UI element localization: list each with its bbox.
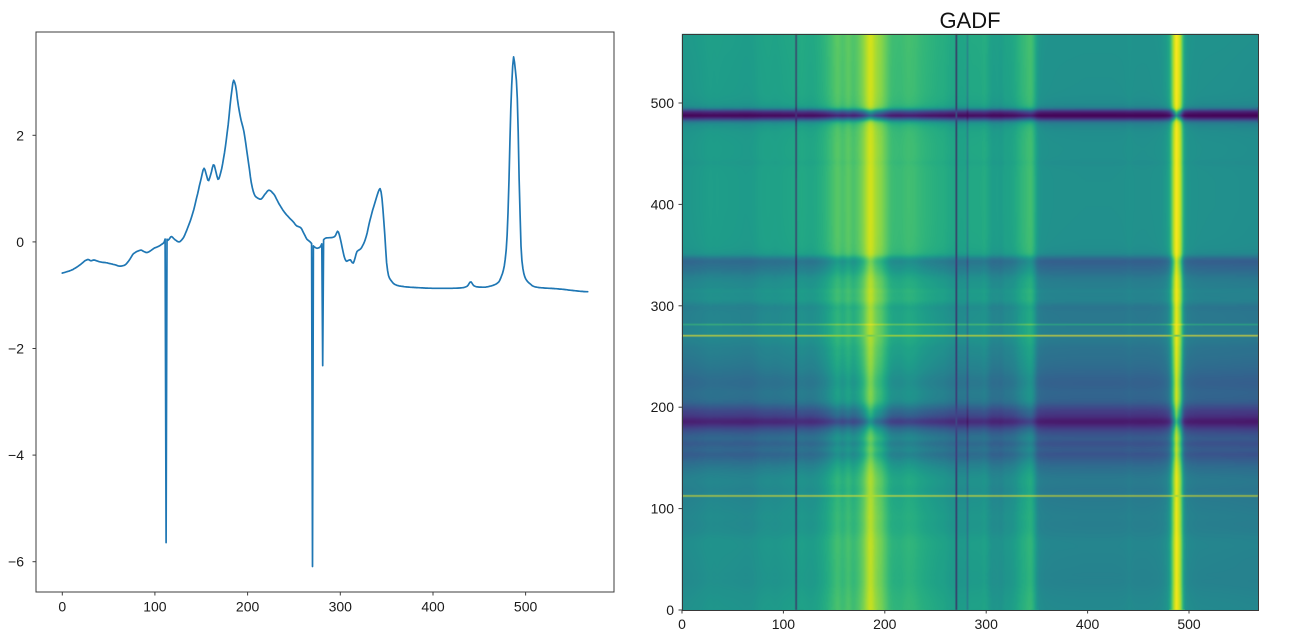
svg-text:−4: −4 [8, 447, 24, 463]
svg-text:0: 0 [678, 616, 686, 632]
svg-text:500: 500 [514, 599, 538, 615]
svg-text:400: 400 [421, 599, 445, 615]
svg-text:100: 100 [772, 616, 796, 632]
svg-text:500: 500 [651, 95, 675, 111]
svg-text:200: 200 [651, 399, 675, 415]
svg-text:400: 400 [1076, 616, 1100, 632]
svg-text:100: 100 [143, 599, 167, 615]
svg-text:−6: −6 [8, 554, 24, 570]
svg-text:300: 300 [975, 616, 999, 632]
svg-text:300: 300 [329, 599, 353, 615]
svg-text:0: 0 [666, 602, 674, 618]
svg-text:0: 0 [58, 599, 66, 615]
svg-text:0: 0 [16, 234, 24, 250]
svg-text:200: 200 [873, 616, 897, 632]
svg-text:2: 2 [16, 127, 24, 143]
svg-text:200: 200 [236, 599, 260, 615]
svg-text:300: 300 [651, 298, 675, 314]
svg-text:−2: −2 [8, 341, 24, 357]
svg-text:100: 100 [651, 501, 675, 517]
svg-text:400: 400 [651, 196, 675, 212]
svg-text:500: 500 [1177, 616, 1201, 632]
